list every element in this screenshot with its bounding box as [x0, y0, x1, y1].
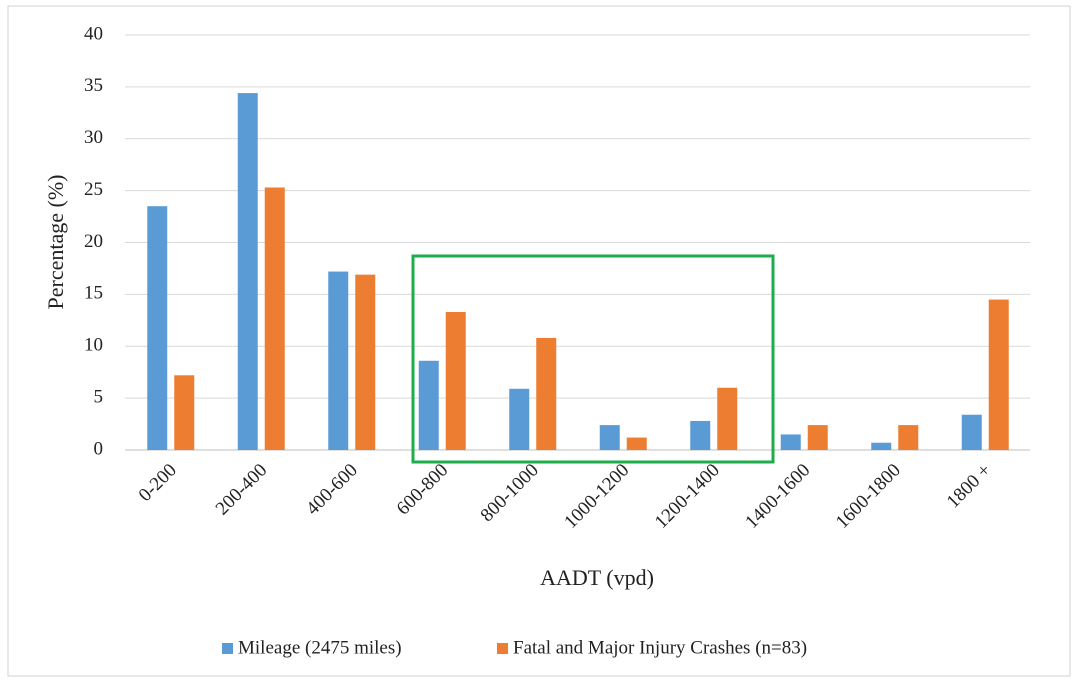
chart-border — [7, 5, 1071, 677]
y-tick-label: 25 — [84, 179, 103, 200]
y-axis-title: Percentage (%) — [43, 175, 68, 310]
y-tick-label: 15 — [84, 283, 103, 304]
x-tick-label: 1800 + — [943, 460, 996, 513]
x-tick-label: 200-400 — [212, 460, 272, 520]
y-tick-label: 5 — [94, 386, 104, 407]
y-tick-label: 10 — [84, 335, 103, 356]
bar — [898, 425, 919, 450]
bar — [961, 414, 982, 450]
bar — [599, 425, 620, 450]
bar — [626, 437, 647, 450]
bar — [147, 206, 168, 450]
y-tick-label: 0 — [94, 438, 104, 459]
legend-swatch — [222, 643, 233, 654]
y-tick-label: 30 — [84, 127, 103, 148]
bar — [509, 388, 530, 450]
x-tick-label: 400-600 — [302, 460, 362, 520]
x-axis-title: AADT (vpd) — [540, 565, 654, 590]
x-tick-label: 600-800 — [393, 460, 453, 520]
bar — [807, 425, 828, 450]
bar — [690, 420, 711, 450]
x-tick-label: 800-1000 — [477, 460, 543, 526]
legend-swatch — [497, 643, 508, 654]
legend-label: Mileage (2475 miles) — [238, 637, 402, 658]
x-tick-label: 1000-1200 — [560, 460, 633, 533]
y-tick-label: 40 — [84, 23, 103, 44]
bar — [174, 375, 195, 450]
bar — [355, 274, 376, 450]
bar — [871, 442, 892, 450]
x-tick-label: 1600-1800 — [832, 460, 905, 533]
highlight-box — [411, 254, 775, 464]
bar — [536, 337, 557, 450]
x-tick-label: 1400-1600 — [741, 460, 814, 533]
bar — [445, 312, 466, 450]
bar — [328, 271, 349, 450]
x-tick-label: 0-200 — [135, 460, 181, 506]
y-tick-label: 20 — [84, 231, 103, 252]
x-tick-label: 1200-1400 — [651, 460, 724, 533]
bar — [418, 360, 439, 450]
bar — [780, 434, 801, 450]
bar — [264, 187, 285, 450]
bar — [988, 299, 1009, 450]
bar — [237, 93, 258, 450]
legend-label: Fatal and Major Injury Crashes (n=83) — [513, 637, 807, 658]
bar — [717, 387, 738, 450]
y-tick-label: 35 — [84, 75, 103, 96]
